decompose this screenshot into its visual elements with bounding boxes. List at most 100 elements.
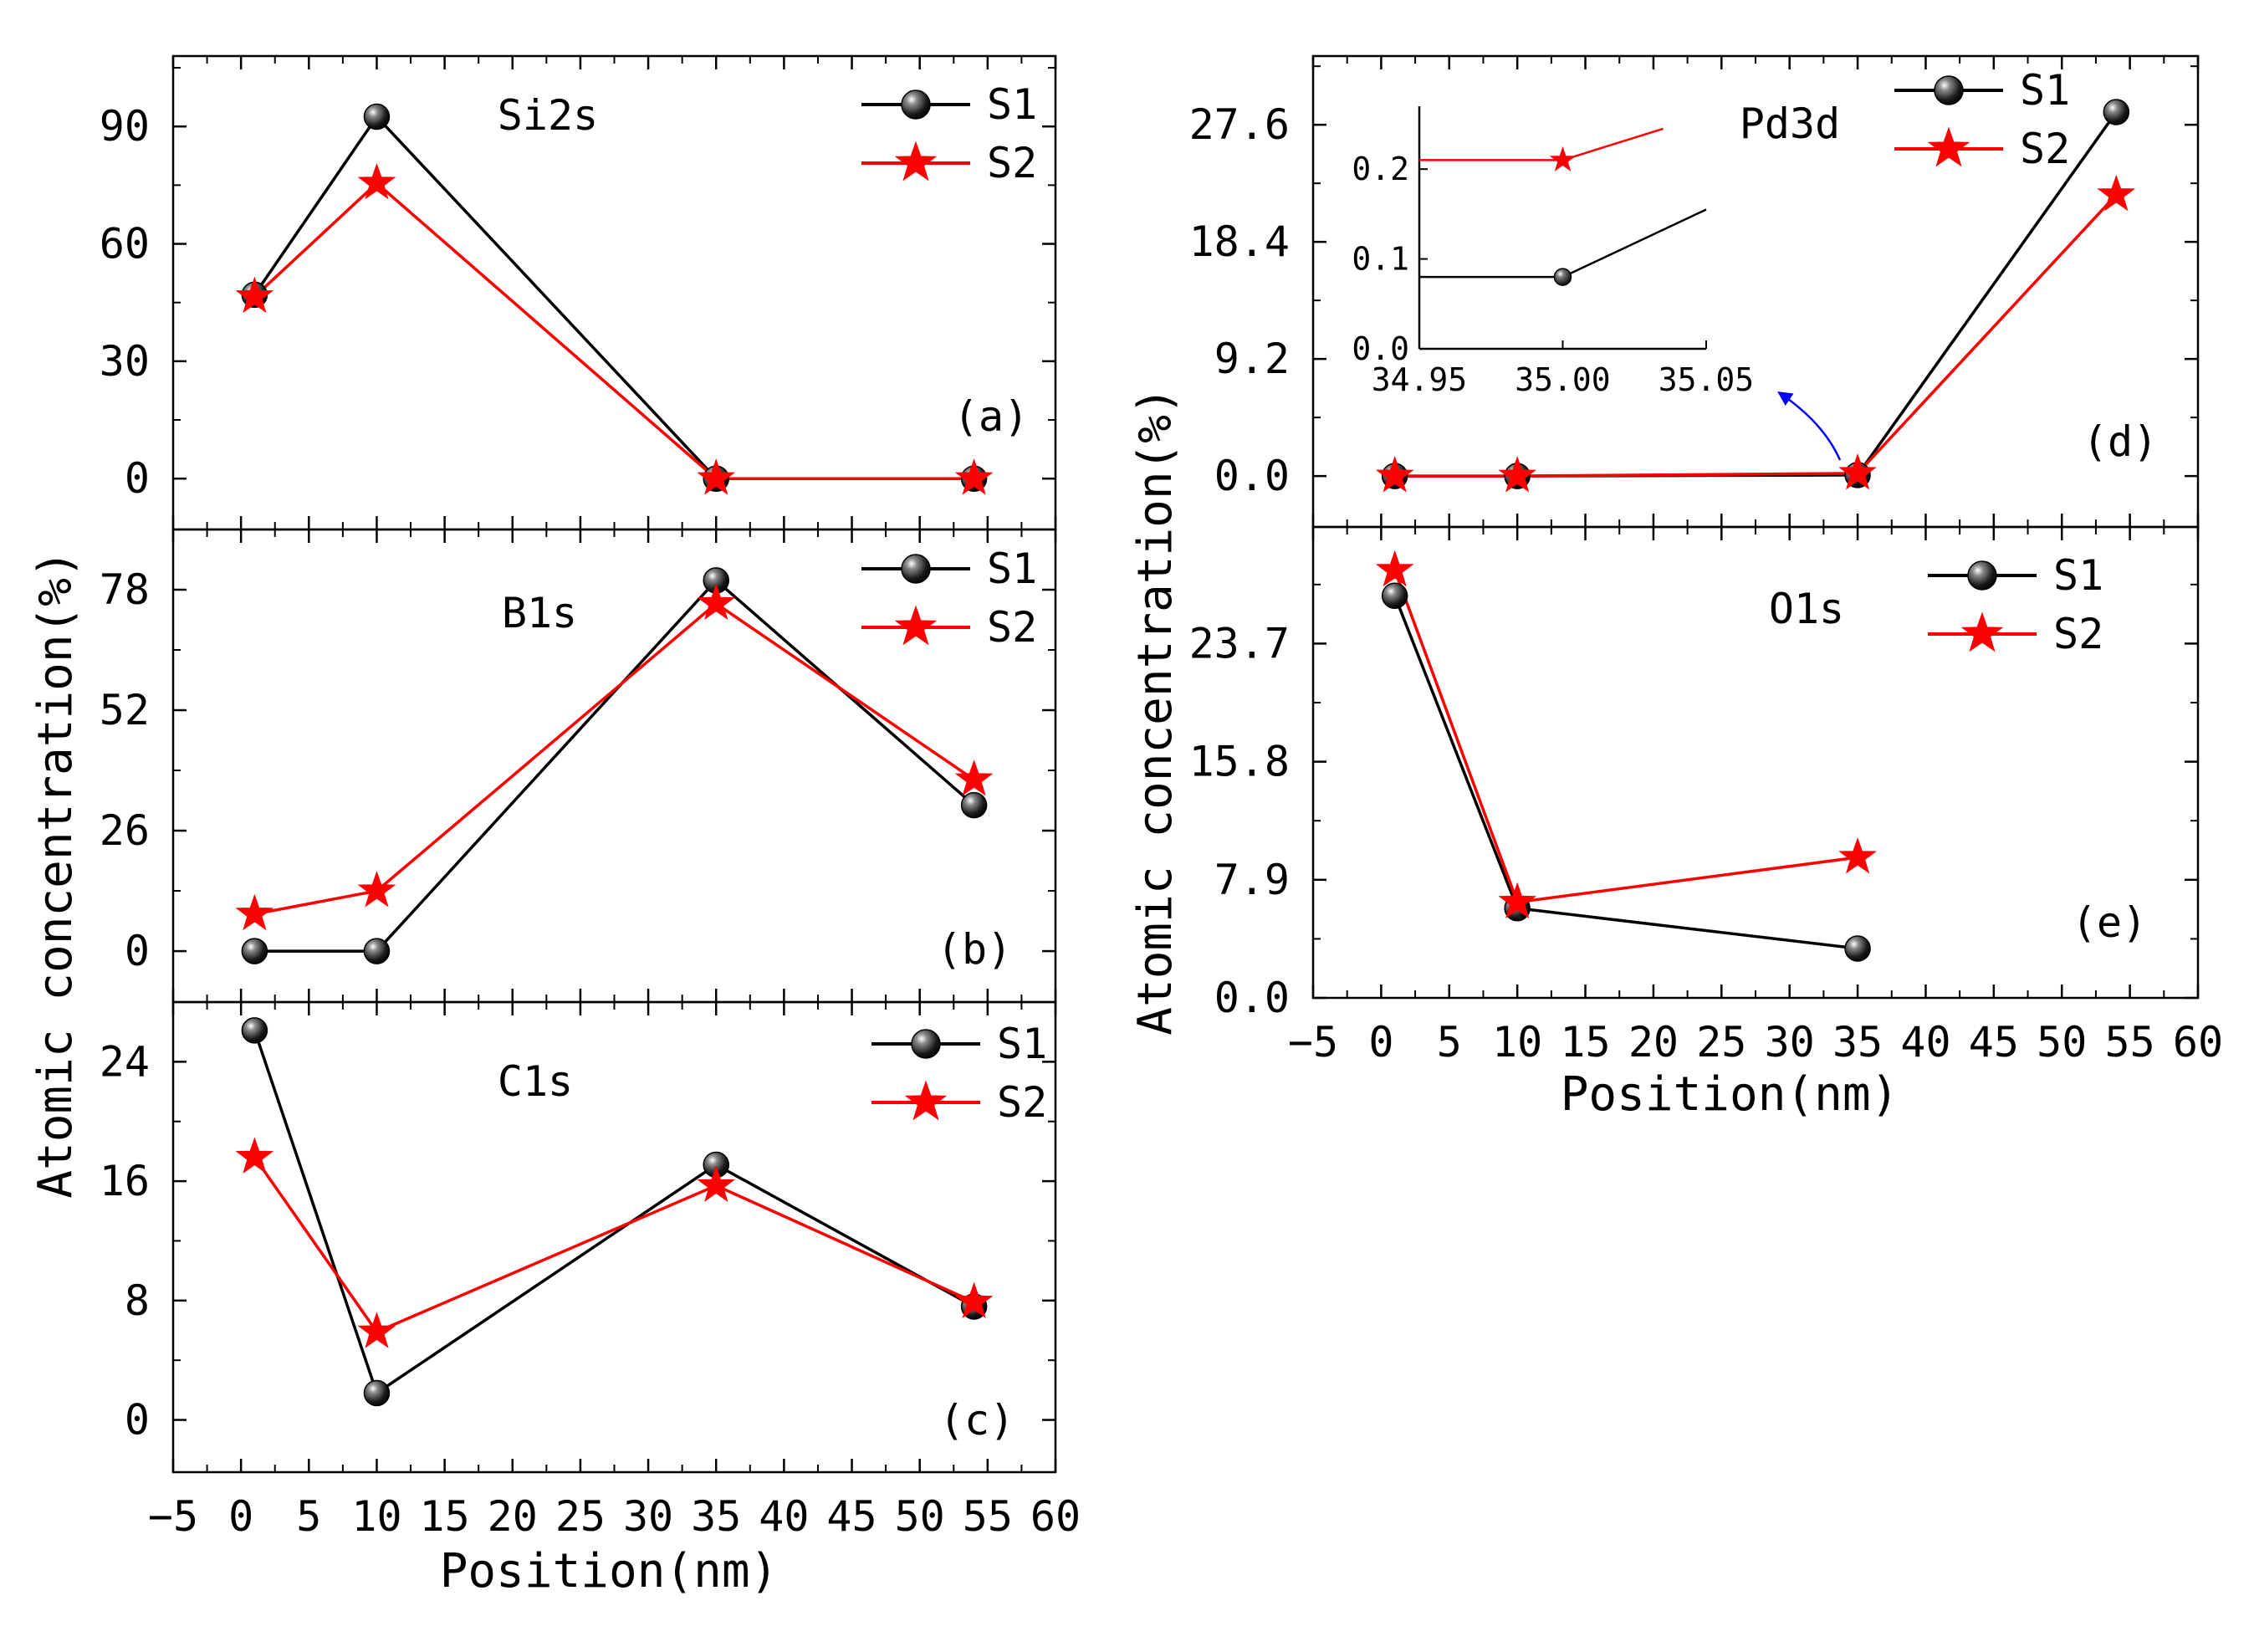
panel-label: (a) [953,392,1029,441]
data-point-s2 [1375,456,1414,493]
y-tick-label: 0.0 [1214,974,1290,1022]
data-point-s2 [357,162,396,200]
legend-label-s2: S2 [2053,610,2103,658]
data-point-s1 [363,938,391,964]
y-tick-label: 15.8 [1189,738,1290,786]
x-tick-label: −5 [148,1492,198,1541]
y-tick-label: 90 [100,102,150,151]
y-tick-label: 18.4 [1189,217,1290,266]
inset-y-tick-label: 0.2 [1352,151,1409,187]
series-line-s1 [1393,595,1858,950]
legend-label-s1: S1 [987,545,1037,593]
plot-frame [171,528,1057,1004]
y-tick-label: 52 [100,686,150,734]
data-point-s2 [1498,882,1537,919]
data-point-s1 [1844,935,1871,962]
y-axis-label-right: Atomic concentration(%) [1128,386,1183,1035]
x-tick-label: 10 [351,1492,401,1541]
data-point-s1 [241,938,268,964]
plot-frame [171,54,1057,531]
data-point-s2 [357,1312,396,1348]
data-point-s1 [363,1379,391,1407]
data-point-s2 [2097,174,2136,212]
legend-marker-s2 [894,605,938,646]
legend-label-s2: S2 [997,1078,1047,1127]
panel-label: (b) [937,925,1012,974]
y-tick-label: 16 [100,1157,150,1205]
legend-label-s1: S1 [2053,551,2103,600]
inset-series-line-s2 [1419,127,1664,161]
x-tick-label: 40 [759,1492,809,1541]
data-point-s2 [954,458,994,495]
x-tick-label: 50 [2037,1018,2087,1066]
legend-marker-s1 [1934,75,1964,105]
x-tick-label: 45 [826,1492,877,1541]
x-tick-label: 15 [420,1492,470,1541]
legend-marker-s2 [1927,126,1970,167]
panel-title: B1s [502,589,577,637]
data-point-s2 [1838,453,1877,490]
data-point-s1 [2103,99,2130,125]
x-tick-label: 35 [691,1492,741,1541]
legend-marker-s1 [1967,560,1997,591]
y-tick-label: 30 [100,337,150,386]
panel-label: (e) [2072,898,2147,947]
x-tick-label: 20 [488,1492,538,1541]
legend-marker-s1 [901,554,931,584]
x-tick-label: 0 [1368,1018,1393,1066]
panel-label: (d) [2083,417,2158,466]
y-tick-label: 9.2 [1214,335,1290,383]
legend-label-s1: S1 [2020,66,2070,115]
x-tick-label: 15 [1560,1018,1610,1066]
x-tick-label: 50 [895,1492,945,1541]
panel-title: Pd3d [1740,100,1840,148]
legend-label-s1: S1 [987,80,1037,129]
x-axis-label-left: Position(nm) [440,1544,779,1598]
y-tick-label: 0 [125,454,150,503]
panel-d: 0.0 9.2 18.4 27.6 Pd3d (d) S1 S2 [1189,54,2200,529]
x-tick-label: 25 [555,1492,606,1541]
data-point-s1 [241,1017,268,1044]
inset-data-point-s1 [1553,268,1572,286]
legend-label-s2: S2 [987,139,1037,187]
series-line-s1 [1394,110,2118,478]
data-point-s2 [235,276,274,314]
series-line-s1 [253,1030,975,1396]
y-tick-label: 78 [100,565,150,614]
series-line-s2 [253,1156,975,1334]
x-tick-label: −5 [1288,1018,1338,1066]
x-tick-label: 40 [1900,1018,1950,1066]
panel-e: −5 0 5 10 15 20 25 30 35 40 45 50 55 60 0.0 7.9 15.8 23.7… [1189,525,2223,1066]
x-tick-label: 45 [1969,1018,2019,1066]
x-tick-label: 25 [1696,1018,1746,1066]
panel-a: 0 30 60 90 Si2s (a) S1 S2 [100,54,1057,531]
series-line-s2 [1394,193,2118,478]
inset-pointer-arrow [1777,391,1842,461]
data-point-s2 [235,1137,274,1174]
legend-marker-s2 [1960,611,2004,652]
legend-marker-s1 [911,1029,941,1059]
x-tick-label: 60 [2173,1018,2223,1066]
data-point-s1 [363,103,391,130]
y-tick-label: 7.9 [1214,856,1290,904]
data-point-s1 [1381,582,1408,609]
inset-y-tick-label: 0.0 [1352,330,1409,367]
x-tick-label: 0 [228,1492,253,1541]
inset-series-line-s1 [1419,208,1707,279]
series-line-s2 [253,181,974,480]
x-tick-label: 60 [1030,1492,1081,1541]
y-tick-label: 0 [125,927,150,975]
data-point-s2 [357,871,396,908]
x-tick-label: 10 [1492,1018,1542,1066]
x-tick-label: 20 [1628,1018,1679,1066]
y-tick-label: 8 [125,1276,150,1325]
inset-data-point-s2 [1549,146,1577,171]
inset-x-tick-label: 34.95 [1372,361,1467,398]
x-tick-label: 30 [1765,1018,1815,1066]
panel-d-inset: 34.95 35.00 35.05 0.0 0.1 0.2 [1352,106,1842,461]
plot-frame [171,1000,1057,1474]
x-tick-label: 5 [1437,1018,1462,1066]
legend-marker-s2 [904,1080,948,1121]
panel-label: (c) [939,1396,1015,1445]
